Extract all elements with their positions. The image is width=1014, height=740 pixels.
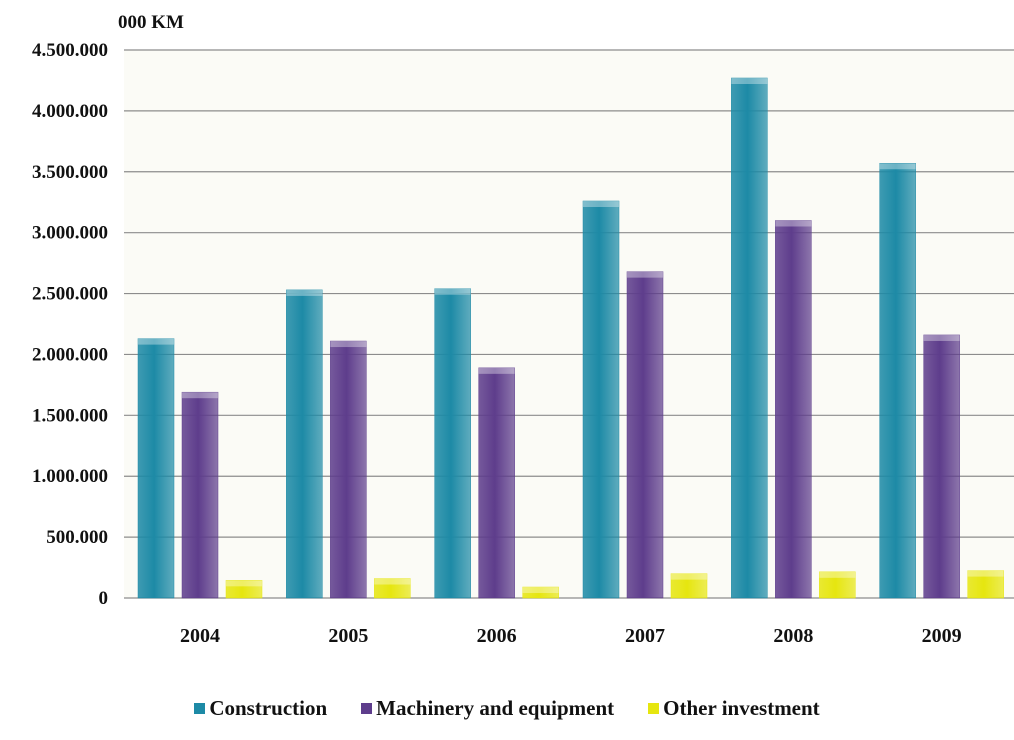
y-tick-label: 4.500.000 [32,40,108,61]
bar-machinery-and-equipment-2005 [330,340,367,599]
y-tick-label: 2.000.000 [32,344,108,365]
bar-cap [731,78,768,85]
bar-cap [286,289,323,296]
bar-construction-2007 [582,200,620,599]
bar-machinery-and-equipment-2007 [626,271,664,599]
legend-label: Other investment [663,696,820,720]
y-tick-label: 1.000.000 [32,466,108,487]
bar-cap [374,578,411,585]
bar-other-investment-2004 [225,580,263,599]
bar-cap [330,341,367,348]
bar-cap [226,580,262,587]
y-tick-label: 3.000.000 [32,223,108,244]
bar-construction-2008 [731,77,768,599]
x-tick-label: 2005 [328,625,368,647]
legend-item: Machinery and equipment [361,696,614,721]
legend-swatch [361,703,373,714]
bar-cap [671,573,707,580]
x-tick-label: 2008 [773,625,813,647]
y-tick-label: 0 [99,588,109,609]
x-tick-label: 2007 [625,625,665,647]
bar-cap [879,163,916,170]
bar-construction-2009 [879,163,916,599]
bar-machinery-and-equipment-2008 [775,220,812,599]
bar-other-investment-2005 [374,578,411,599]
bar-cap [182,392,218,399]
bar-cap [967,570,1004,577]
y-tick-label: 3.500.000 [32,162,108,183]
bar-construction-2004 [137,338,175,599]
bar-other-investment-2007 [670,573,708,599]
y-tick-label: 500.000 [46,527,108,548]
bar-cap [138,338,174,345]
bar-cap [923,334,960,341]
chart-legend: Construction Machinery and equipment Other… [0,696,1014,721]
bar-machinery-and-equipment-2004 [181,391,219,599]
bar-machinery-and-equipment-2009 [923,334,960,599]
bar-cap [627,271,663,278]
y-axis-unit-label: 000 KM [118,12,184,33]
x-tick-label: 2004 [180,625,220,647]
y-tick-label: 2.500.000 [32,284,108,305]
bar-cap [583,201,619,208]
bar-cap [819,571,856,578]
y-tick-label: 1.500.000 [32,405,108,426]
legend-item: Other investment [648,696,820,721]
legend-swatch [648,703,660,714]
bar-cap [478,367,515,374]
bar-construction-2005 [286,289,323,599]
legend-label: Machinery and equipment [376,696,615,720]
bar-other-investment-2009 [967,570,1004,599]
x-tick-label: 2006 [477,625,517,647]
legend-item: Construction [194,696,327,721]
plot-area [124,50,1014,598]
bar-construction-2006 [434,288,471,599]
bar-cap [775,220,812,227]
bar-other-investment-2008 [819,571,856,599]
legend-label: Construction [209,696,328,720]
x-tick-label: 2009 [922,625,962,647]
bar-cap [522,587,559,594]
bar-cap [434,288,471,295]
legend-swatch [194,703,206,714]
y-tick-label: 4.000.000 [32,101,108,122]
bar-other-investment-2006 [522,586,559,599]
bar-machinery-and-equipment-2006 [478,367,515,599]
